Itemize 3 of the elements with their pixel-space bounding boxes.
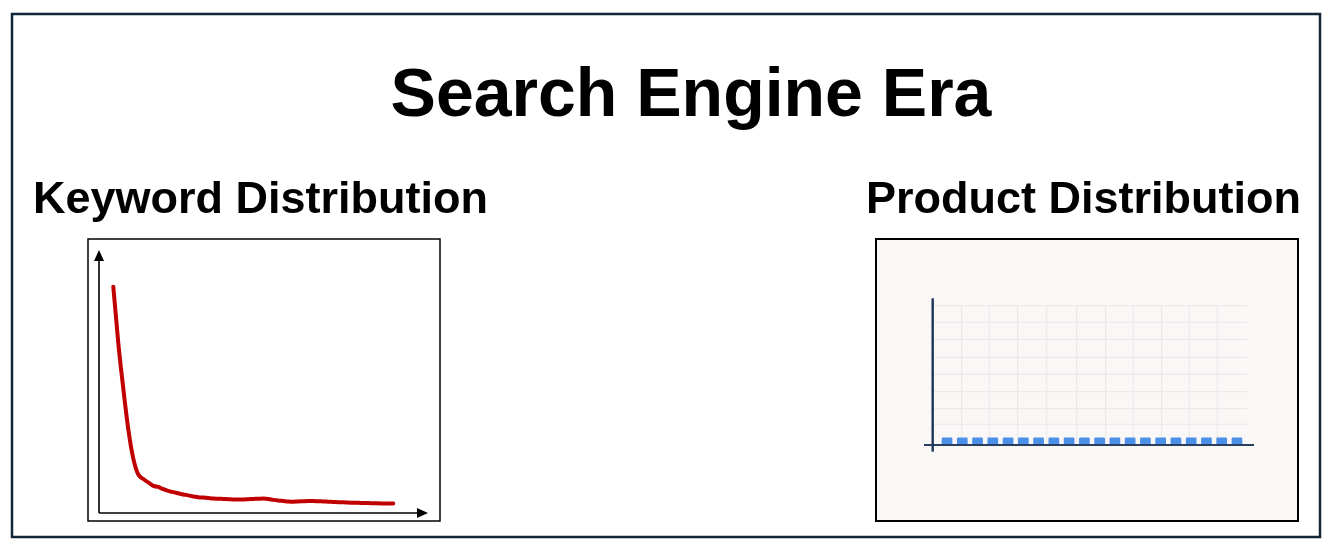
chart-title: Keyword Distribution: [33, 172, 489, 223]
chart-title: Product Distribution: [866, 172, 1301, 223]
text: Search Engine Era: [390, 54, 993, 130]
